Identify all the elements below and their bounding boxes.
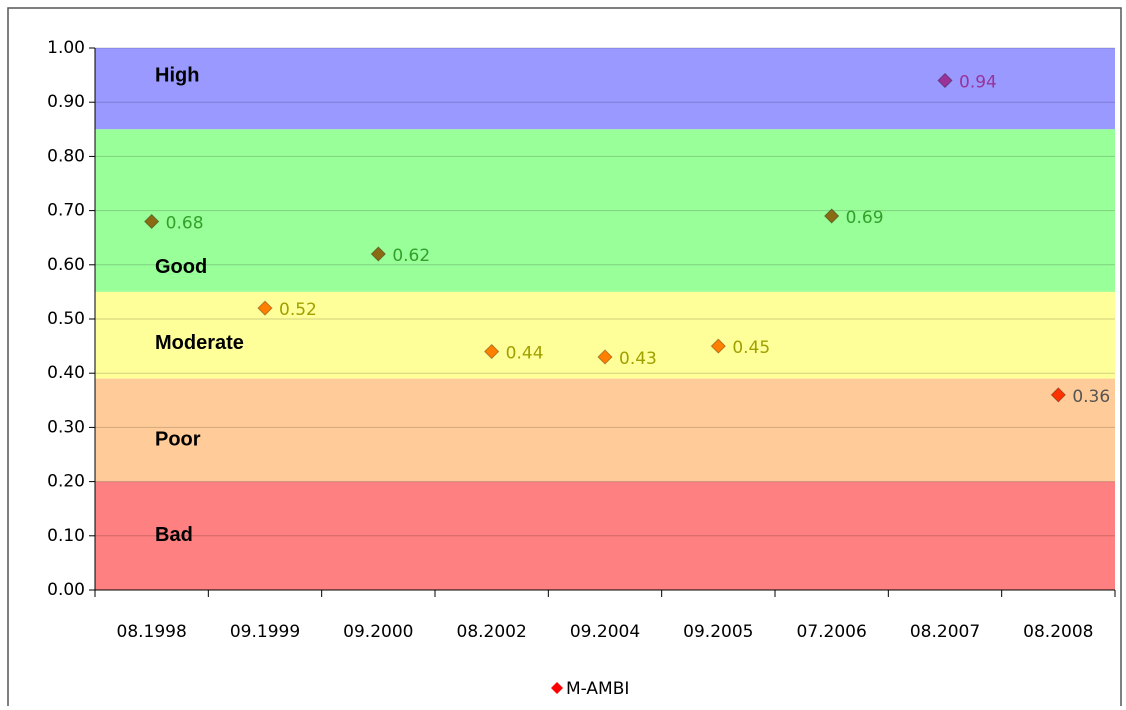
band <box>95 48 1115 130</box>
y-tick-label: 0.40 <box>47 363 85 383</box>
y-tick-label: 0.30 <box>47 417 85 437</box>
y-tick-label: 0.60 <box>47 255 85 275</box>
band-label: High <box>155 65 199 87</box>
data-point <box>143 213 160 230</box>
y-tick-label: 0.50 <box>47 309 85 329</box>
data-point <box>710 338 727 354</box>
band-label: Bad <box>155 524 193 546</box>
data-point <box>370 246 387 262</box>
data-label: 0.52 <box>279 300 317 320</box>
y-tick-label: 0.00 <box>47 580 85 600</box>
band <box>95 129 1115 292</box>
y-tick-label: 1.00 <box>47 38 85 58</box>
data-label: 0.43 <box>619 349 657 369</box>
legend-label: M-AMBI <box>566 679 629 699</box>
x-tick-label: 09.1999 <box>230 622 300 642</box>
y-tick-label: 0.70 <box>47 201 85 221</box>
y-tick-label: 0.90 <box>47 92 85 112</box>
x-tick-label: 08.2002 <box>457 622 527 642</box>
data-label: 0.94 <box>959 73 997 93</box>
band-label: Good <box>155 256 207 278</box>
x-tick-label: 09.2005 <box>683 622 753 642</box>
data-label: 0.69 <box>846 208 884 228</box>
data-point <box>1050 387 1067 403</box>
y-tick-label: 0.20 <box>47 472 85 492</box>
x-tick-label: 08.2008 <box>1023 622 1093 642</box>
x-tick-label: 08.1998 <box>117 622 187 642</box>
data-point <box>823 208 840 224</box>
data-point <box>597 349 613 365</box>
band-label: Poor <box>155 429 201 451</box>
data-label: 0.62 <box>392 246 430 266</box>
data-point <box>257 300 273 316</box>
band-label: Moderate <box>155 332 244 354</box>
data-point <box>937 72 953 89</box>
x-tick-label: 07.2006 <box>797 622 867 642</box>
data-label: 0.44 <box>506 344 544 364</box>
data-label: 0.45 <box>732 338 770 358</box>
y-tick-label: 0.80 <box>47 146 85 166</box>
y-tick-label: 0.10 <box>47 526 85 546</box>
x-tick-label: 09.2004 <box>570 622 640 642</box>
band <box>95 291 1115 379</box>
band <box>95 481 1115 590</box>
data-point <box>483 343 500 360</box>
data-label: 0.36 <box>1072 387 1110 407</box>
legend-marker <box>551 682 563 694</box>
data-label: 0.68 <box>166 213 204 233</box>
x-tick-label: 09.2000 <box>343 622 413 642</box>
x-tick-label: 08.2007 <box>910 622 980 642</box>
band <box>95 378 1115 482</box>
